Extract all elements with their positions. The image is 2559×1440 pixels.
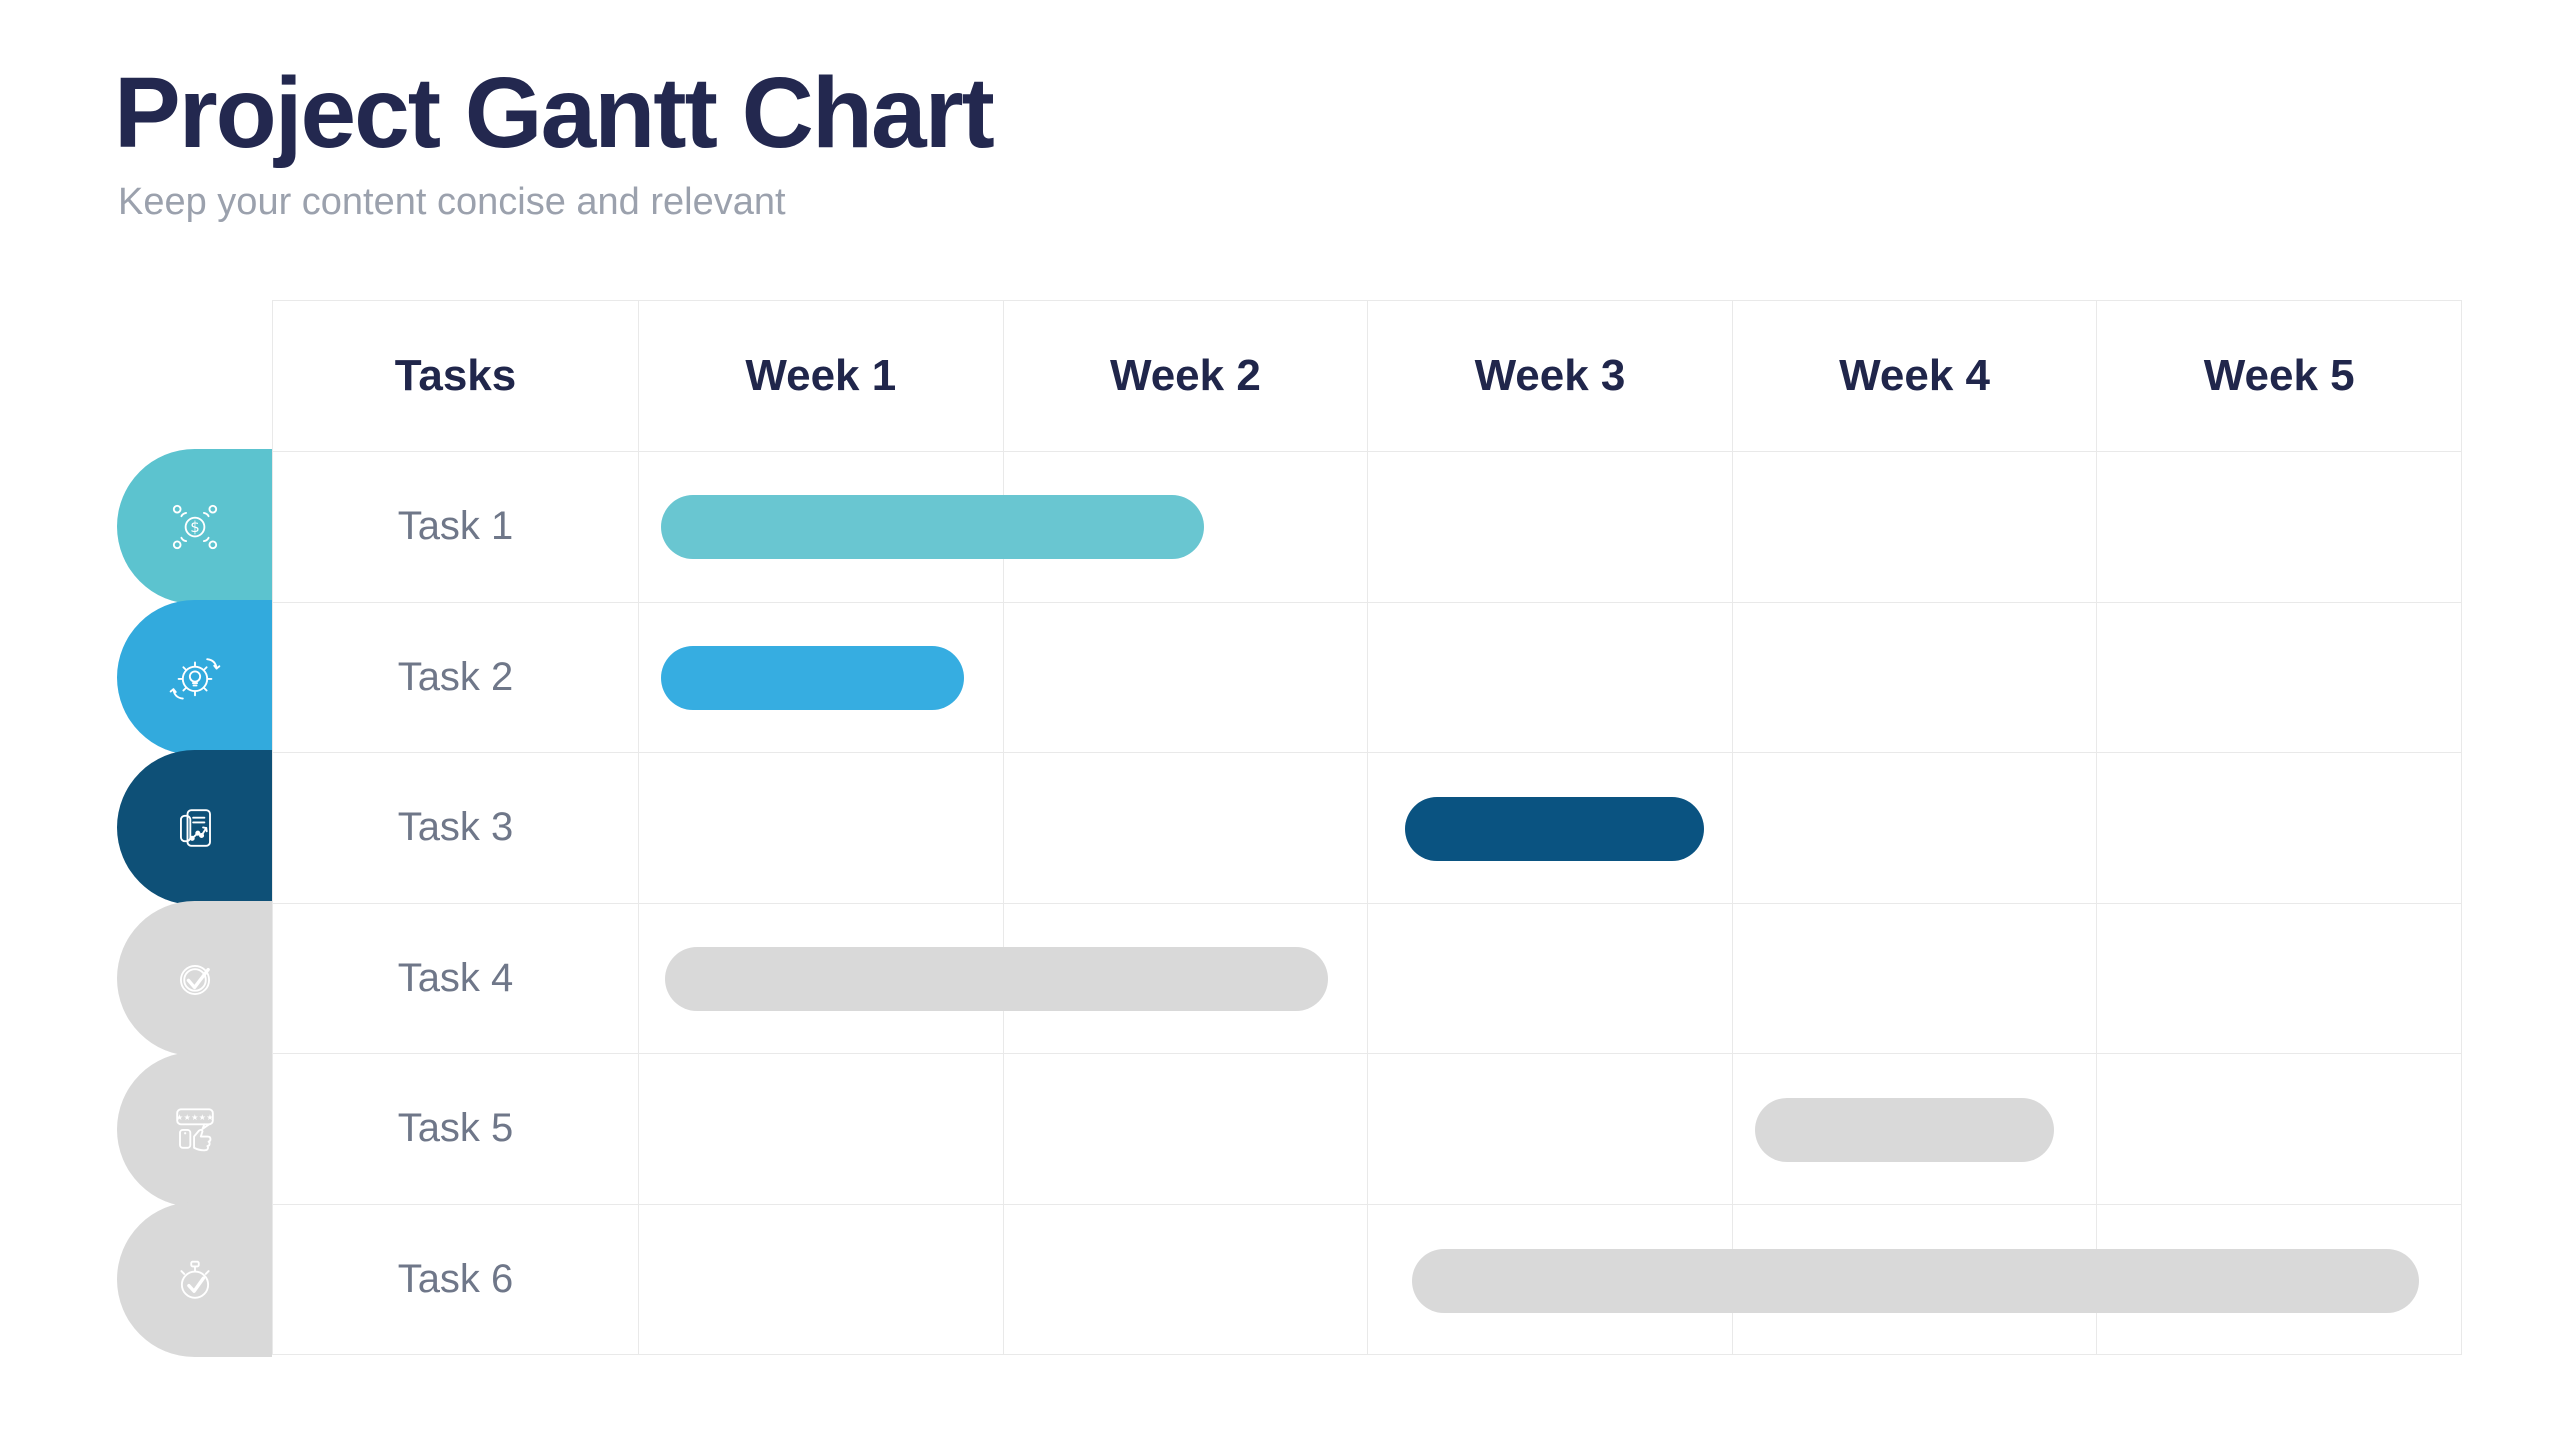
stopwatch-check-icon (179, 1260, 210, 1299)
grid-cell (1368, 1204, 1733, 1355)
task-pill: ★★★★★ (117, 1051, 272, 1207)
funding-network-icon: $ (172, 504, 217, 549)
grid-cell (639, 1204, 1004, 1355)
task-label: Task 2 (273, 602, 639, 753)
page-subtitle: Keep your content concise and relevant (118, 181, 786, 223)
column-header-tasks: Tasks (273, 301, 639, 452)
task-pill: $ (117, 449, 272, 604)
task-label: Task 1 (273, 452, 639, 603)
grid-cell (1732, 1054, 2098, 1205)
grid-cell (1732, 602, 2098, 753)
grid-cell (1732, 1204, 2098, 1355)
grid-cell (1003, 1054, 1369, 1205)
report-chart-icon (179, 809, 211, 847)
grid-cell (1003, 452, 1369, 603)
grid-cell (1003, 602, 1369, 753)
grid-cell (639, 452, 1004, 603)
grid-cell (1732, 903, 2098, 1054)
task-label: Task 6 (273, 1204, 639, 1355)
grid-cell (2097, 1054, 2462, 1205)
grid-cell (639, 903, 1004, 1054)
task-pill (117, 599, 272, 755)
column-header-week5: Week 5 (2097, 301, 2462, 452)
gear-lightbulb-icon (169, 658, 220, 700)
task-icon-rail: $ (117, 300, 272, 1360)
column-header-week1: Week 1 (639, 301, 1004, 452)
column-header-week3: Week 3 (1368, 301, 1733, 452)
grid-cell (2097, 753, 2462, 904)
grid-cell (639, 602, 1004, 753)
grid-cell (1368, 1054, 1733, 1205)
grid-cell (1003, 1204, 1369, 1355)
svg-text:★★★★★: ★★★★★ (176, 1113, 214, 1122)
task-pill (117, 750, 272, 906)
grid-cell (1368, 753, 1733, 904)
grid-cell (1368, 452, 1733, 603)
grid-cell (2097, 903, 2462, 1054)
grid-cell (639, 753, 1004, 904)
task-label: Task 5 (273, 1054, 639, 1205)
grid-cell (639, 1054, 1004, 1205)
gantt-table: Tasks Week 1 Week 2 Week 3 Week 4 Week 5… (272, 300, 2462, 1355)
grid-cell (1368, 602, 1733, 753)
grid-cell (2097, 602, 2462, 753)
grid-cell (1368, 903, 1733, 1054)
task-label: Task 3 (273, 753, 639, 904)
svg-text:$: $ (190, 518, 200, 536)
grid-cell (2097, 1204, 2462, 1355)
grid-cell (1003, 903, 1369, 1054)
column-header-week4: Week 4 (1732, 301, 2098, 452)
grid-cell (1732, 753, 2098, 904)
task-pill (117, 901, 272, 1056)
grid-cell (1003, 753, 1369, 904)
check-circle-icon (179, 964, 210, 995)
rating-thumbs-up-icon: ★★★★★ (176, 1108, 214, 1152)
grid-cell (1732, 452, 2098, 603)
column-header-week2: Week 2 (1003, 301, 1369, 452)
page-title: Project Gantt Chart (114, 57, 995, 169)
grid-cell (2097, 452, 2462, 603)
task-label: Task 4 (273, 903, 639, 1054)
task-pill (117, 1202, 272, 1358)
